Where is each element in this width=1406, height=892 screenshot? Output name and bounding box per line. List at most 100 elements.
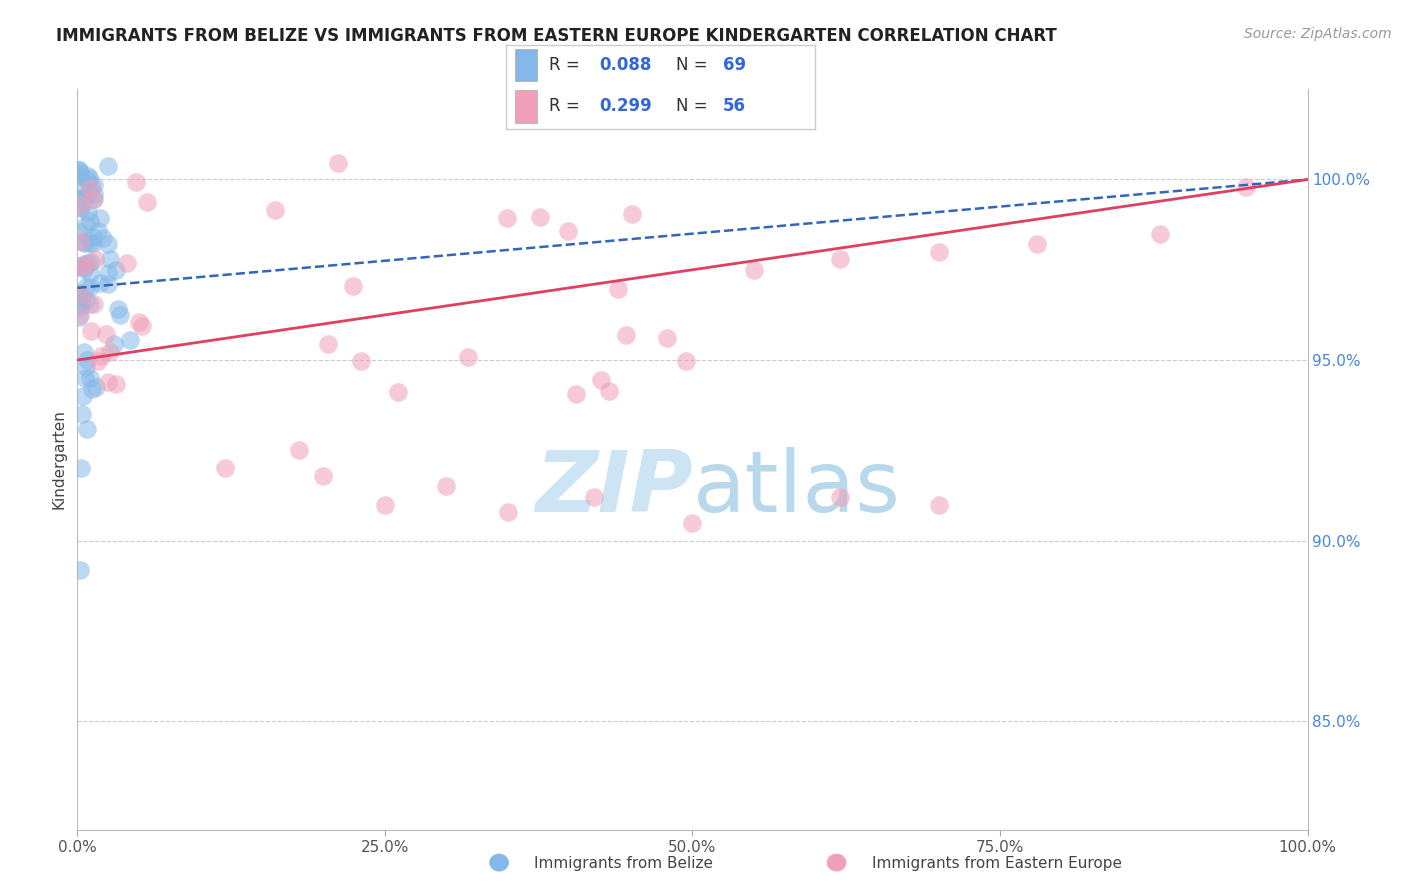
Point <box>312 468 335 483</box>
Point <box>105 262 128 277</box>
Point <box>675 354 697 368</box>
Point <box>591 373 613 387</box>
Point <box>69 308 91 322</box>
Point <box>76 421 98 435</box>
Point <box>316 336 339 351</box>
Point <box>387 385 409 400</box>
Point <box>374 498 396 512</box>
Point <box>606 282 628 296</box>
Point <box>350 354 373 368</box>
Point <box>79 180 101 194</box>
Point <box>69 234 91 248</box>
Point <box>72 183 94 197</box>
Point <box>83 186 105 201</box>
Point <box>830 252 852 266</box>
Point <box>76 255 98 269</box>
Point <box>125 175 148 189</box>
Point <box>136 194 159 209</box>
Point <box>86 380 108 394</box>
Point <box>288 443 311 458</box>
Point <box>70 290 93 304</box>
Point <box>76 172 98 186</box>
Point <box>457 350 479 364</box>
Point <box>79 280 101 294</box>
Point <box>557 223 579 237</box>
Point <box>657 330 679 344</box>
Point <box>1149 227 1171 241</box>
Point <box>264 202 287 217</box>
Point <box>79 236 101 251</box>
Point <box>77 188 100 202</box>
Point <box>87 354 110 368</box>
Point <box>115 256 138 270</box>
Point <box>84 252 107 267</box>
Y-axis label: Kindergarten: Kindergarten <box>51 409 66 509</box>
Point <box>82 192 104 206</box>
Point <box>73 258 96 272</box>
Point <box>80 179 103 194</box>
Text: N =: N = <box>676 97 713 115</box>
Point <box>97 237 120 252</box>
Text: Immigrants from Eastern Europe: Immigrants from Eastern Europe <box>872 856 1122 871</box>
Point <box>97 375 120 389</box>
Point <box>128 315 150 329</box>
Point <box>82 382 104 396</box>
Point <box>75 280 97 294</box>
Point <box>67 192 90 206</box>
Point <box>80 254 103 268</box>
Point <box>495 211 517 226</box>
Point <box>69 287 91 301</box>
Point <box>79 214 101 228</box>
Point <box>67 286 90 301</box>
Text: Source: ZipAtlas.com: Source: ZipAtlas.com <box>1244 27 1392 41</box>
Point <box>928 244 950 259</box>
Point <box>89 276 111 290</box>
Text: N =: N = <box>676 56 713 74</box>
Point <box>565 386 588 401</box>
Point <box>72 262 94 277</box>
Point <box>70 201 93 215</box>
FancyBboxPatch shape <box>516 90 537 122</box>
Point <box>75 293 97 307</box>
Point <box>131 319 153 334</box>
Point <box>67 163 90 178</box>
Point <box>69 296 91 310</box>
Point <box>69 198 91 212</box>
Point <box>67 200 90 214</box>
Point <box>73 345 96 359</box>
Point <box>598 384 620 398</box>
Point <box>79 266 101 280</box>
Point <box>70 260 93 274</box>
Point <box>67 310 90 324</box>
Text: 56: 56 <box>723 97 745 115</box>
Point <box>67 162 90 177</box>
Point <box>79 297 101 311</box>
Point <box>76 205 98 219</box>
Point <box>326 155 349 169</box>
Point <box>83 192 105 206</box>
Point <box>830 491 852 505</box>
Point <box>69 169 91 183</box>
Point <box>73 190 96 204</box>
Point <box>79 324 101 338</box>
Point <box>214 461 236 475</box>
Point <box>75 218 97 232</box>
Point <box>436 479 458 493</box>
Point <box>928 498 950 512</box>
Point <box>86 224 108 238</box>
Point <box>583 491 606 505</box>
Point <box>97 277 120 292</box>
Point <box>73 235 96 250</box>
Point <box>90 350 112 364</box>
Point <box>67 260 90 274</box>
FancyBboxPatch shape <box>516 49 537 81</box>
Point <box>67 225 90 239</box>
Point <box>67 168 90 182</box>
Point <box>83 297 105 311</box>
Text: R =: R = <box>550 56 585 74</box>
Point <box>496 505 519 519</box>
Point <box>72 260 94 274</box>
Point <box>616 327 638 342</box>
Point <box>83 178 105 193</box>
Point <box>72 235 94 249</box>
